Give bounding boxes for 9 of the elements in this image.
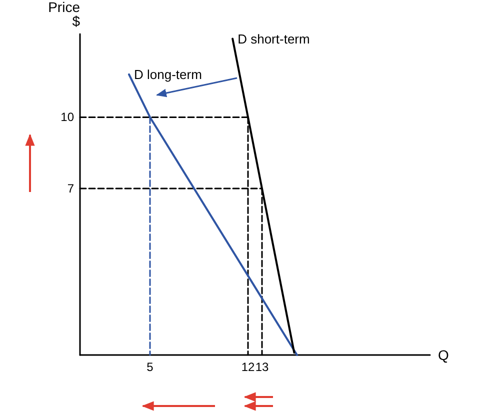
x-tick-label: 5 (146, 360, 154, 374)
y-tick-label: 7 (67, 182, 74, 196)
series-label: D long-term (134, 66, 202, 82)
x-axis-title: Q (438, 347, 449, 363)
x-tick-label: 12 (241, 360, 255, 374)
series-label: D short-term (238, 31, 310, 46)
x-tick-label: 13 (255, 360, 269, 374)
y-tick-label: 10 (60, 110, 74, 124)
y-axis-title: Price $ (48, 0, 80, 29)
